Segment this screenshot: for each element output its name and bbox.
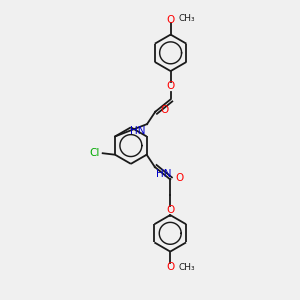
Text: O: O bbox=[166, 262, 174, 272]
Text: HN: HN bbox=[130, 126, 146, 136]
Text: HN: HN bbox=[156, 169, 172, 178]
Text: O: O bbox=[167, 15, 175, 25]
Text: O: O bbox=[166, 205, 174, 215]
Text: O: O bbox=[176, 173, 184, 183]
Text: CH₃: CH₃ bbox=[179, 14, 196, 23]
Text: Cl: Cl bbox=[89, 148, 100, 158]
Text: O: O bbox=[167, 81, 175, 91]
Text: O: O bbox=[160, 105, 169, 115]
Text: CH₃: CH₃ bbox=[178, 263, 195, 272]
